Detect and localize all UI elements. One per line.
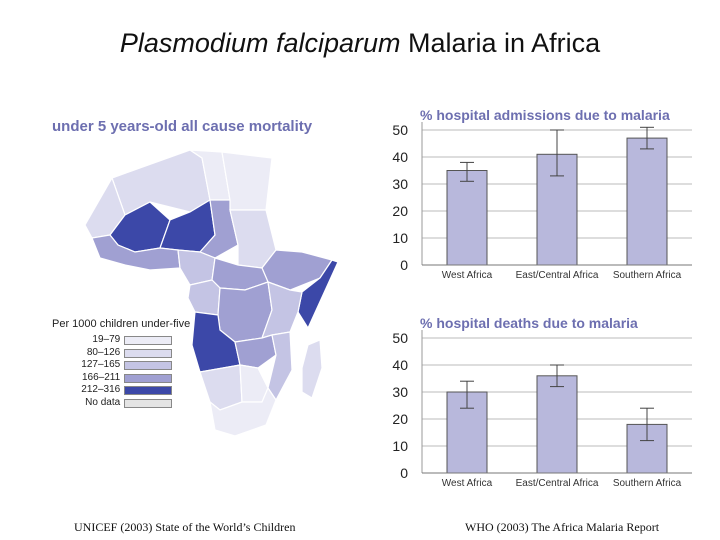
category-label: East/Central Africa [516,270,599,281]
category-label: West Africa [442,270,493,281]
y-tick-label: 50 [392,122,408,138]
y-tick-label: 30 [392,176,408,192]
y-tick-label: 20 [392,203,408,219]
legend-item-label: 212–316 [81,384,121,396]
map-region-madagascar [301,339,323,399]
slide-title-italic: Plasmodium falciparum [119,28,401,58]
legend-item: No data [52,397,190,410]
credit-right: WHO (2003) The Africa Malaria Report [465,520,660,534]
legend-swatch [124,398,172,408]
legend-swatch [124,336,172,345]
chart-title: % hospital deaths due to malaria [420,315,638,331]
legend-title: Per 1000 children under-five [52,318,191,330]
legend-item-label: 166–211 [82,371,121,383]
y-tick-label: 40 [392,357,408,373]
legend-item: 80–126 [52,347,190,360]
map-region-north-west [111,149,211,216]
admissions-chart: % hospital admissions due to malaria 0 10 2… [392,107,692,281]
map-region-south-africa [209,386,277,437]
map-title: under 5 years-old all cause mortality [52,118,313,135]
legend-rows: 19–79 80–126 127–165 166–211 212–316 No data [52,334,190,410]
legend-item-label: 127–165 [81,359,121,371]
y-tick-label: 20 [392,411,408,427]
africa-map [84,149,339,437]
legend-item-label: 80–126 [86,346,121,358]
bar [626,137,668,266]
legend-item: 127–165 [52,359,190,372]
slide-title-rest: Malaria in Africa [400,28,601,58]
bar [446,170,488,266]
credit-left: UNICEF (2003) State of the World’s Child… [74,520,296,534]
legend-swatch [124,361,172,371]
y-tick-label: 40 [392,149,408,165]
legend-swatch [124,348,172,358]
map-region-gabon [187,279,221,316]
category-label: Southern Africa [613,478,682,489]
deaths-chart: % hospital deaths due to malaria 0 10 20 30 4… [392,315,692,489]
map-region-nigeria [177,249,216,286]
map-region-namibia [199,364,243,411]
legend-item-label: 19–79 [92,334,121,345]
y-tick-label: 30 [392,384,408,400]
legend-item: 212–316 [52,384,190,397]
y-tick-label: 0 [400,465,408,481]
y-tick-label: 10 [392,230,408,246]
legend-swatch [124,373,172,383]
category-label: East/Central Africa [516,478,599,489]
legend-item-label: No data [85,396,121,408]
bar [536,375,578,474]
legend-item: 19–79 [52,334,190,347]
y-tick-label: 0 [400,257,408,273]
map-legend: Per 1000 children under-five 19–79 80–126… [52,318,190,410]
legend-swatch [124,386,172,396]
category-label: Southern Africa [613,270,682,281]
slide-title: Plasmodium falciparum Malaria in Africa [0,28,720,59]
map-region-chad [198,199,239,259]
legend-item: 166–211 [52,372,190,385]
y-tick-label: 50 [392,330,408,346]
category-label: West Africa [442,478,493,489]
y-tick-label: 10 [392,438,408,454]
chart-title: % hospital admissions due to malaria [420,107,670,123]
